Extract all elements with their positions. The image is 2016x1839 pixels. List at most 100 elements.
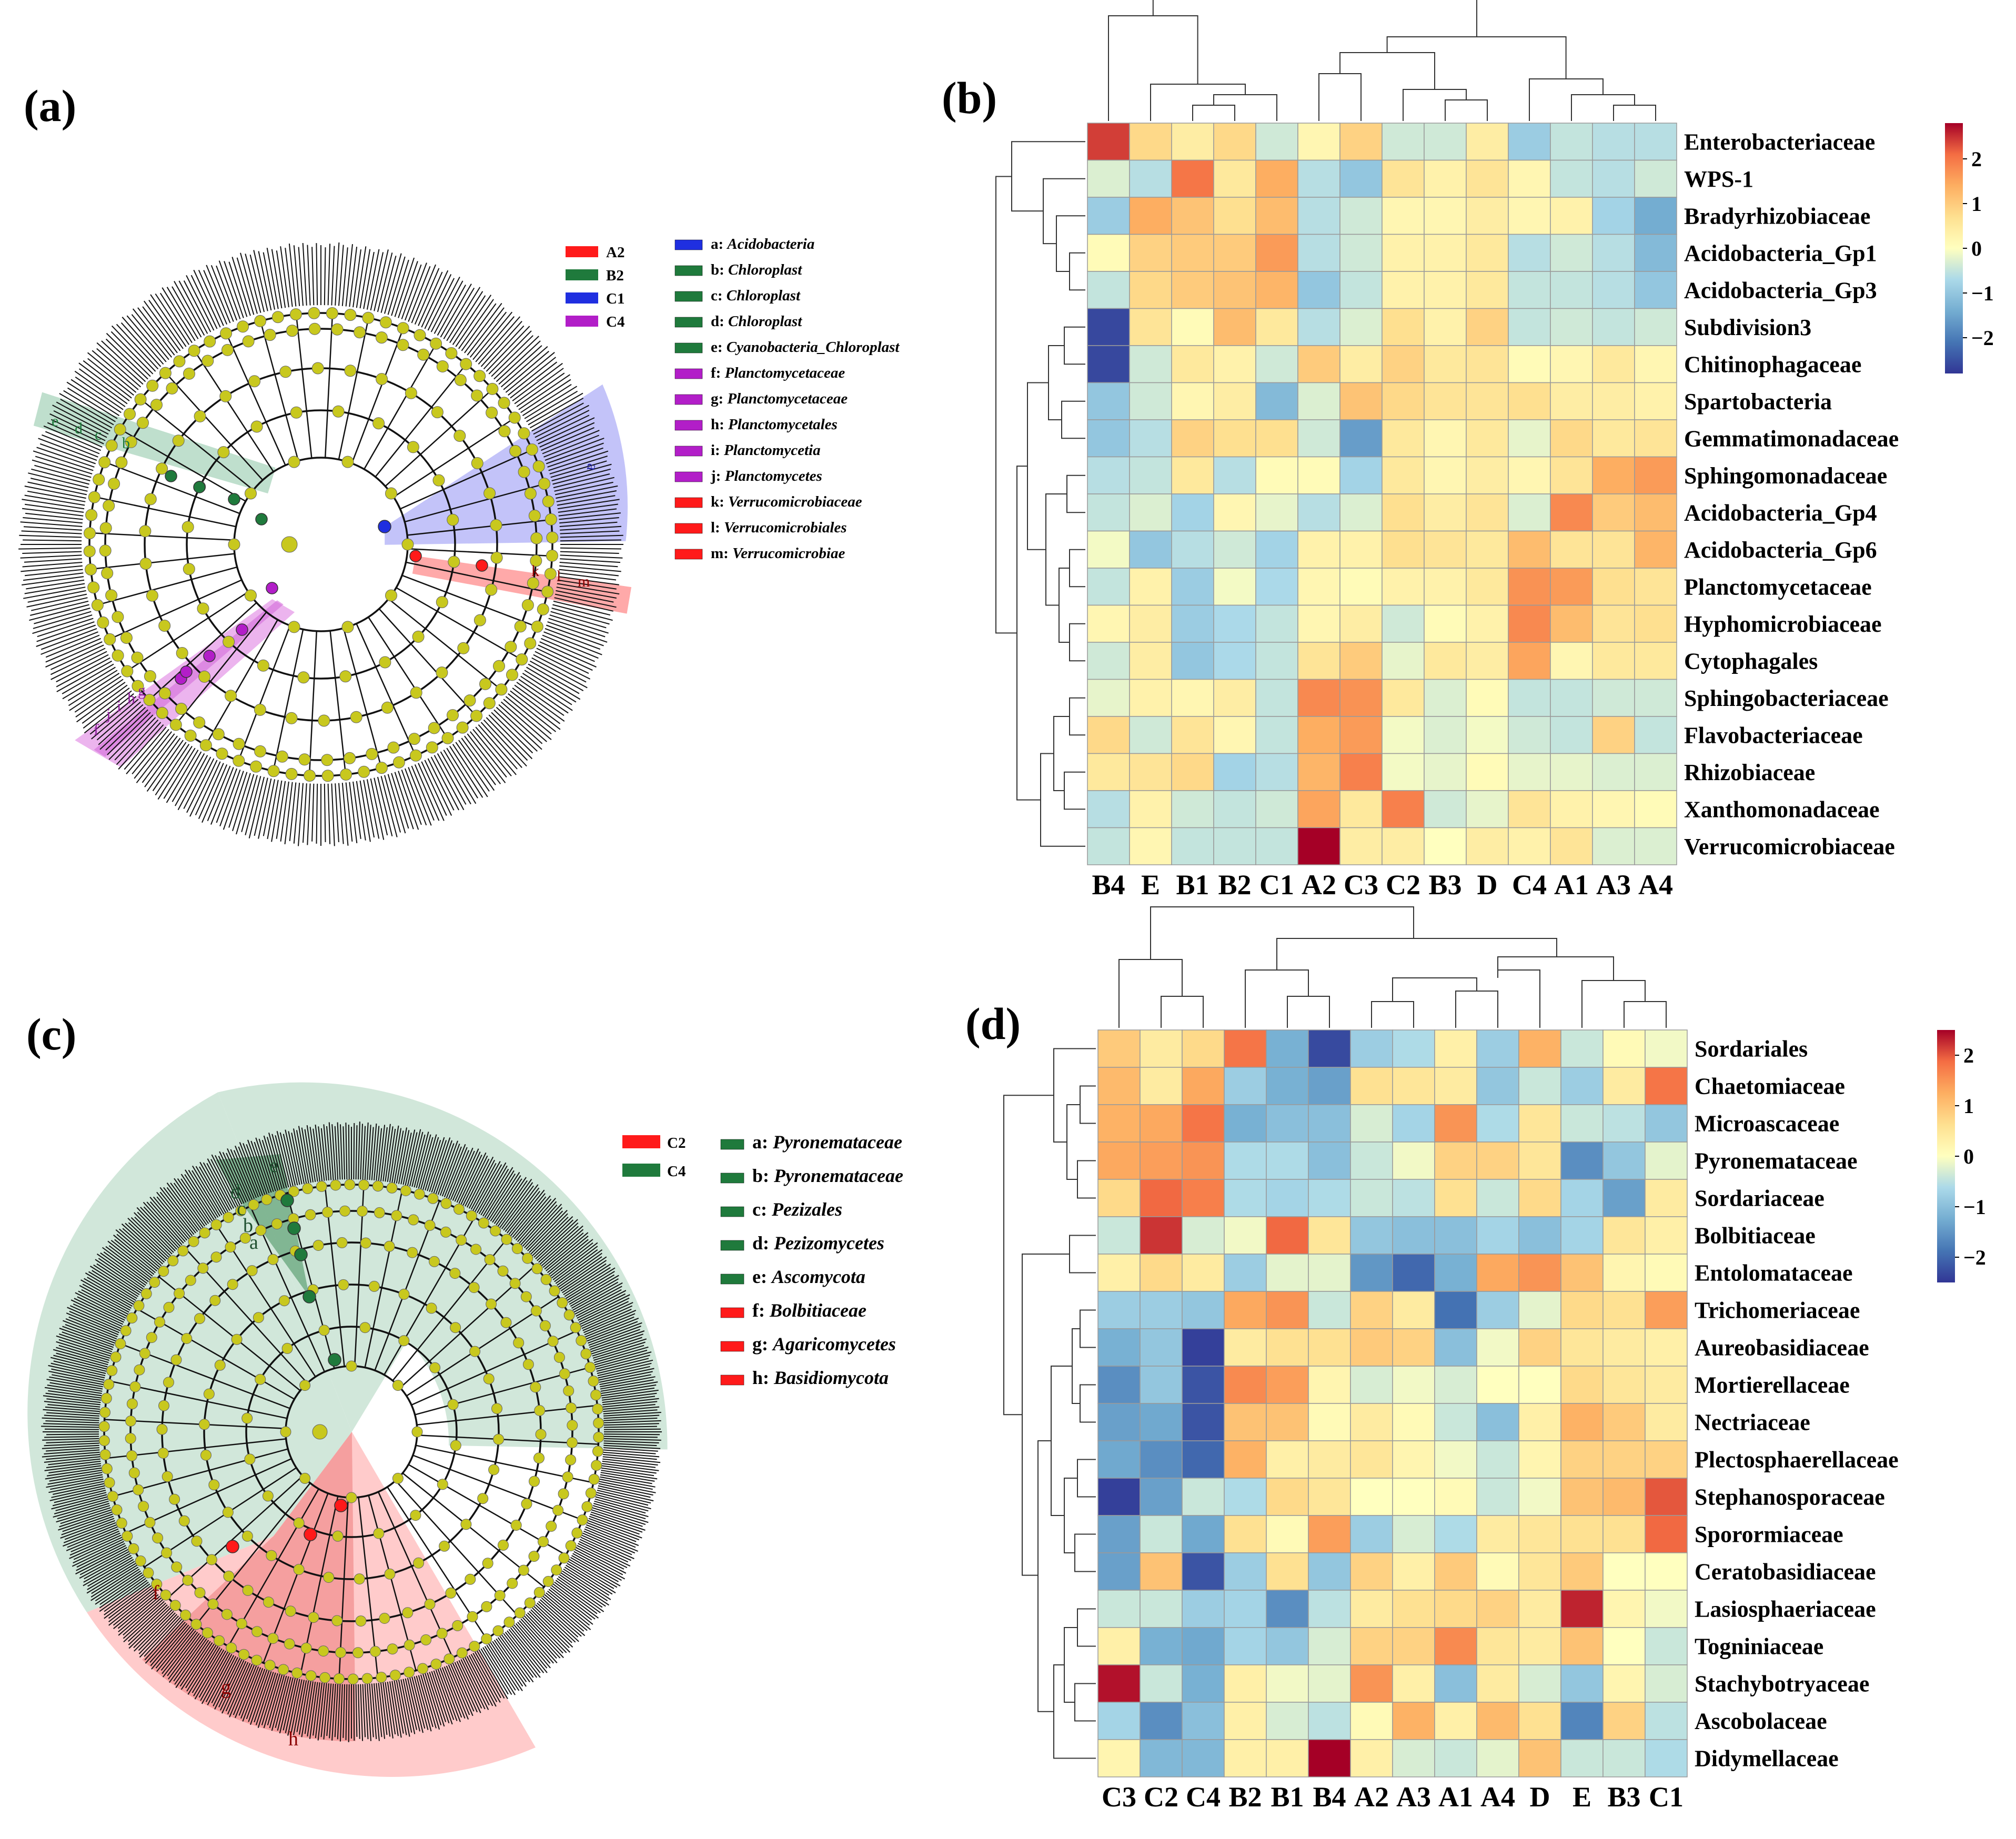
heatmap-cell: [1508, 827, 1551, 865]
cladogram-node: [465, 1573, 476, 1585]
heatmap-cell: [1634, 123, 1677, 161]
column-label: E: [1573, 1781, 1591, 1813]
cladogram-a: [18, 242, 632, 846]
cladogram-node: [120, 632, 133, 644]
cladogram-node: [528, 1551, 540, 1562]
legend-name: Chloroplast: [728, 261, 802, 278]
cladogram-node: [180, 1609, 191, 1621]
heatmap-cell: [1434, 1515, 1477, 1553]
column-label: D: [1530, 1781, 1550, 1813]
heatmap-cell: [1550, 716, 1593, 754]
cladogram-node: [166, 382, 178, 395]
heatmap-cell: [1182, 1141, 1225, 1180]
cladogram-node: [290, 406, 303, 419]
cladogram-node: [208, 1479, 220, 1491]
cladogram-node: [567, 1437, 578, 1448]
cladogram-node: [201, 355, 214, 367]
cladogram-node: [182, 1574, 194, 1586]
heatmap-cell: [1171, 197, 1214, 235]
cladogram-node: [439, 1540, 450, 1552]
heatmap-cell: [1645, 1552, 1688, 1591]
cladogram-node: [405, 387, 417, 399]
heatmap-cell: [1392, 1440, 1435, 1479]
cladogram-node: [154, 1316, 165, 1328]
heatmap-cell: [1171, 642, 1214, 680]
cladogram-node: [483, 1373, 495, 1385]
heatmap-cell: [1645, 1254, 1688, 1292]
heatmap-cell: [1434, 1552, 1477, 1591]
heatmap-cell: [1476, 1515, 1519, 1553]
heatmap-cell: [1424, 642, 1467, 680]
cladogram-node: [530, 1381, 541, 1393]
heatmap-cell: [1213, 716, 1256, 754]
cladogram-node: [137, 417, 149, 429]
cladogram-node: [134, 393, 147, 406]
heatmap-cell: [1308, 1590, 1351, 1628]
cladogram-node: [149, 1277, 160, 1288]
cladogram-node: [223, 635, 235, 648]
heatmap-cell: [1097, 1440, 1141, 1479]
cladogram-node: [584, 1361, 596, 1373]
cladogram-node: [225, 1241, 236, 1253]
cladogram-ring: [203, 1284, 500, 1580]
cladogram-node: [398, 1335, 410, 1347]
cladogram-node: [498, 1539, 509, 1551]
cladogram-node: [483, 487, 496, 500]
cladogram-node: [318, 1645, 329, 1657]
heatmap-cell: [1508, 234, 1551, 272]
heatmap-cell: [1255, 197, 1298, 235]
heatmap-cell: [1097, 1739, 1141, 1777]
cladogram-node: [453, 1204, 465, 1215]
row-label: Mortierellaceae: [1695, 1372, 1850, 1398]
heatmap-cell: [1382, 679, 1425, 717]
cladogram-node: [242, 335, 255, 348]
heatmap-cell: [1466, 271, 1509, 309]
heatmap-cell: [1297, 716, 1340, 754]
heatmap-cell: [1213, 345, 1256, 383]
legend-key: b:: [711, 261, 728, 278]
cladogram-node: [387, 741, 400, 754]
cladogram-node: [450, 1440, 461, 1451]
heatmap-cell: [1560, 1403, 1604, 1441]
heatmap-cell: [1434, 1403, 1477, 1441]
heatmap-cell: [1518, 1664, 1561, 1703]
heatmap-cell: [1350, 1216, 1393, 1255]
heatmap-cell: [1255, 530, 1298, 569]
cladogram-node: [469, 1346, 481, 1357]
heatmap-cell: [1129, 159, 1172, 198]
heatmap-cell: [1140, 1179, 1183, 1217]
heatmap-cell: [1434, 1478, 1477, 1516]
legend-key: m:: [711, 545, 732, 562]
heatmap-cell: [1424, 345, 1467, 383]
heatmap-cell: [1350, 1702, 1393, 1740]
cladogram-node: [408, 733, 420, 745]
cladogram-node: [162, 1471, 173, 1482]
heatmap-cell: [1339, 382, 1383, 420]
heatmap-cell: [1182, 1440, 1225, 1479]
cladogram-node: [305, 1209, 316, 1220]
row-label: Acidobacteria_Gp3: [1684, 277, 1877, 303]
cladogram-node: [335, 1647, 346, 1658]
legend-entry: i: Planctomycetia: [711, 442, 821, 459]
cladogram-node: [318, 1325, 330, 1336]
cladogram-node: [510, 1520, 522, 1531]
heatmap-cell: [1350, 1552, 1393, 1591]
heatmap-cell: [1424, 159, 1467, 198]
cladogram-node: [581, 1501, 593, 1512]
heatmap-cell: [1255, 419, 1298, 458]
heatmap-cell: [1466, 345, 1509, 383]
cladogram-node: [144, 493, 157, 506]
legend-entry: f: Bolbitiaceae: [752, 1300, 866, 1321]
cladogram-node: [400, 1185, 411, 1196]
legend-name: Pyronemataceae: [773, 1165, 903, 1186]
heatmap-cell: [1476, 1366, 1519, 1404]
cladogram-node: [553, 1351, 565, 1363]
heatmap-cell: [1592, 827, 1635, 865]
cladogram-node: [481, 1601, 492, 1612]
legend-entry: g: Planctomycetaceae: [711, 390, 848, 407]
heatmap-cell: [1266, 1179, 1309, 1217]
cladogram-node: [453, 430, 466, 442]
cladogram-node: [493, 1433, 505, 1445]
heatmap-cell: [1297, 382, 1340, 420]
cladogram-node: [263, 1597, 274, 1608]
